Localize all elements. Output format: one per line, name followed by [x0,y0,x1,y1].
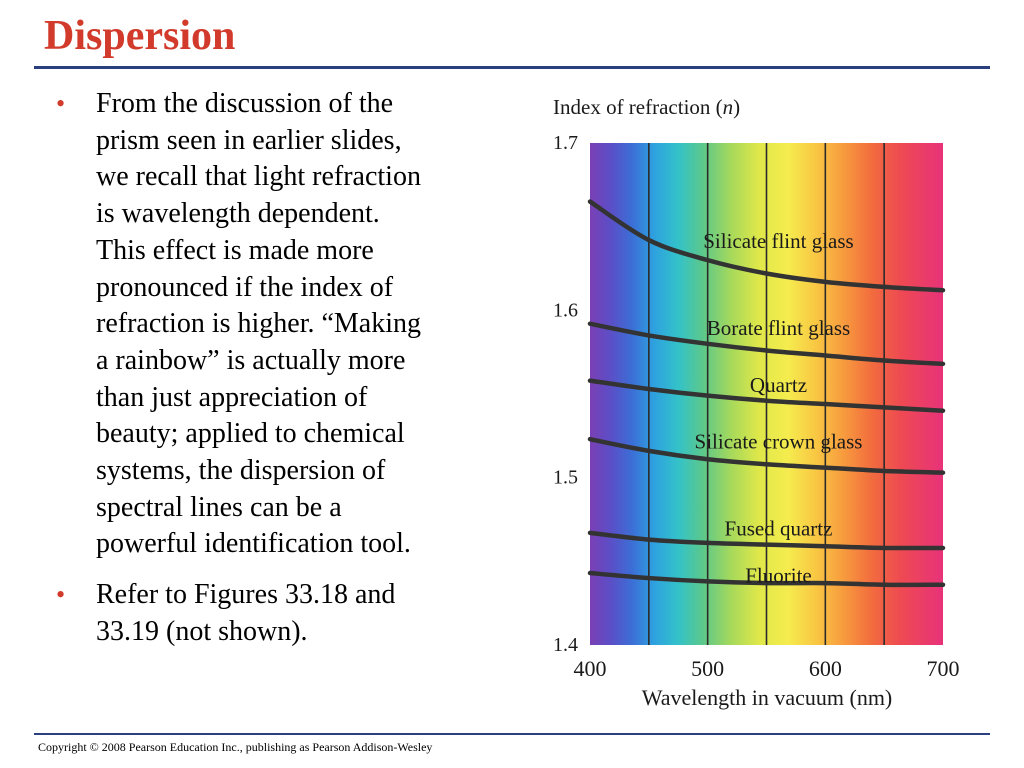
bullet-line: systems, the dispersion of [96,455,386,487]
series-label: Borate flint glass [707,316,850,340]
bullet-line: Refer to Figures 33.18 and [96,579,396,611]
series-label: Fused quartz [725,517,833,541]
bullet-line: pronounced if the index of [96,271,394,303]
x-axis-label: Wavelength in vacuum (nm) [642,685,893,710]
series-label: Silicate crown glass [695,430,863,454]
y-tick-label: 1.6 [553,299,578,321]
bullet-item: • Refer to Figures 33.18 and 33.19 (not … [44,577,514,650]
bullet-icon: • [56,89,66,118]
series-curve [587,530,946,551]
bullet-list: • From the discussion of the prism seen … [44,86,514,665]
series-curve [587,199,946,293]
x-tick-label: 400 [574,656,607,681]
bullet-line: This effect is made more [96,234,374,266]
x-tick-label: 500 [691,656,724,681]
gridlines [648,143,885,645]
series-curve [587,378,946,413]
axes: 400 500 600 700 1.4 1.5 1.6 1.7 Wavelength in va… [553,95,960,710]
x-tick-label: 600 [809,656,842,681]
y-tick-label: 1.4 [553,634,578,656]
series-curve [587,321,946,367]
y-axis-label: Index of refraction (n) [553,95,740,119]
bullet-line: From the discussion of the [96,88,394,119]
spectrum-background [590,143,943,645]
series-curve [587,570,946,588]
title-rule [34,66,990,69]
bullet-line: we recall that light refraction [96,161,421,193]
curves [587,199,946,588]
bullet-line: prism seen in earlier slides, [96,124,402,156]
y-tick-label: 1.7 [553,132,578,154]
bullet-line: spectral lines can be a [96,491,342,523]
bullet-line: than just appreciation of [96,381,368,413]
series-label: Silicate flint glass [703,229,853,253]
bullet-line: 33.19 (not shown). [96,615,308,647]
series-curve [587,436,946,475]
bullet-line: powerful identification tool. [96,528,411,560]
x-tick-label: 700 [927,656,960,681]
bullet-line: refraction is higher. “Making [96,308,422,340]
bullet-icon: • [56,580,66,610]
slide-title: Dispersion [44,13,236,59]
y-tick-label: 1.5 [553,467,578,489]
bullet-line: a rainbow” is actually more [96,344,406,376]
series-label: Quartz [750,373,807,397]
footer-rule [34,733,990,735]
series-label: Fluorite [745,564,812,588]
bullet-line: is wavelength dependent. [96,198,380,230]
curve-labels: Silicate flint glass Borate flint glass Qu… [695,229,863,588]
bullet-line: beauty; applied to chemical [96,418,405,450]
bullet-item: • From the discussion of the prism seen … [44,86,514,563]
copyright-text: Copyright © 2008 Pearson Education Inc.,… [38,740,433,754]
